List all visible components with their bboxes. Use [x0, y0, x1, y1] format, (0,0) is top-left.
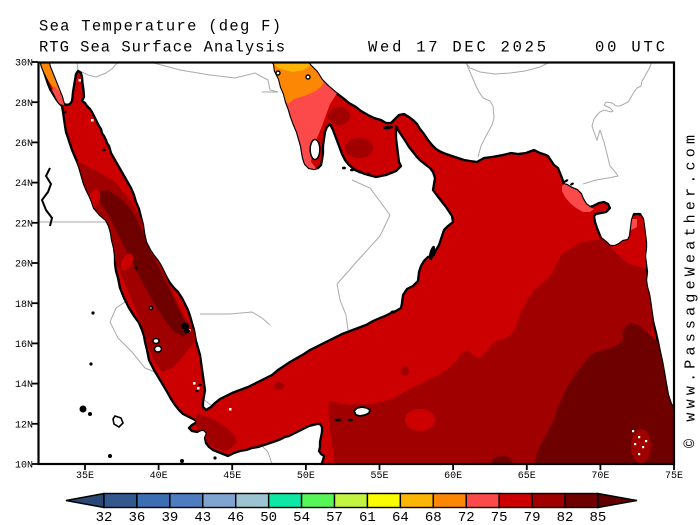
svg-text:30N: 30N [15, 59, 33, 70]
svg-text:68: 68 [425, 510, 442, 525]
svg-text:24N: 24N [15, 179, 33, 190]
svg-text:45E: 45E [223, 471, 241, 482]
svg-text:18N: 18N [15, 300, 33, 311]
svg-text:22N: 22N [15, 219, 33, 230]
svg-text:16N: 16N [15, 340, 33, 351]
svg-text:10N: 10N [15, 461, 33, 472]
svg-text:Wed 17 DEC 2025: Wed 17 DEC 2025 [368, 39, 546, 57]
svg-text:54: 54 [293, 510, 310, 525]
svg-text:32: 32 [96, 510, 113, 525]
svg-text:50E: 50E [297, 471, 315, 482]
svg-text:75E: 75E [665, 471, 683, 482]
svg-text:85: 85 [590, 510, 607, 525]
svg-text:36: 36 [129, 510, 146, 525]
svg-text:64: 64 [392, 510, 409, 525]
svg-text:14N: 14N [15, 380, 33, 391]
svg-text:35E: 35E [76, 471, 94, 482]
svg-text:79: 79 [524, 510, 541, 525]
svg-text:39: 39 [161, 510, 178, 525]
svg-text:57: 57 [326, 510, 343, 525]
svg-text:12N: 12N [15, 420, 33, 431]
svg-text:Sea Temperature (deg F): Sea Temperature (deg F) [39, 18, 281, 36]
svg-text:20N: 20N [15, 260, 33, 271]
svg-text:65E: 65E [518, 471, 536, 482]
svg-text:72: 72 [458, 510, 475, 525]
svg-text:50: 50 [260, 510, 277, 525]
svg-text:40E: 40E [150, 471, 168, 482]
svg-text:26N: 26N [15, 139, 33, 150]
svg-text:70E: 70E [591, 471, 609, 482]
svg-text:28N: 28N [15, 99, 33, 110]
svg-text:46: 46 [227, 510, 244, 525]
svg-text:55E: 55E [370, 471, 388, 482]
svg-text:RTG Sea Surface Analysis: RTG Sea Surface Analysis [39, 39, 285, 57]
svg-text:75: 75 [491, 510, 508, 525]
svg-text:82: 82 [557, 510, 574, 525]
svg-text:60E: 60E [444, 471, 462, 482]
svg-text:43: 43 [194, 510, 211, 525]
svg-text:61: 61 [359, 510, 376, 525]
